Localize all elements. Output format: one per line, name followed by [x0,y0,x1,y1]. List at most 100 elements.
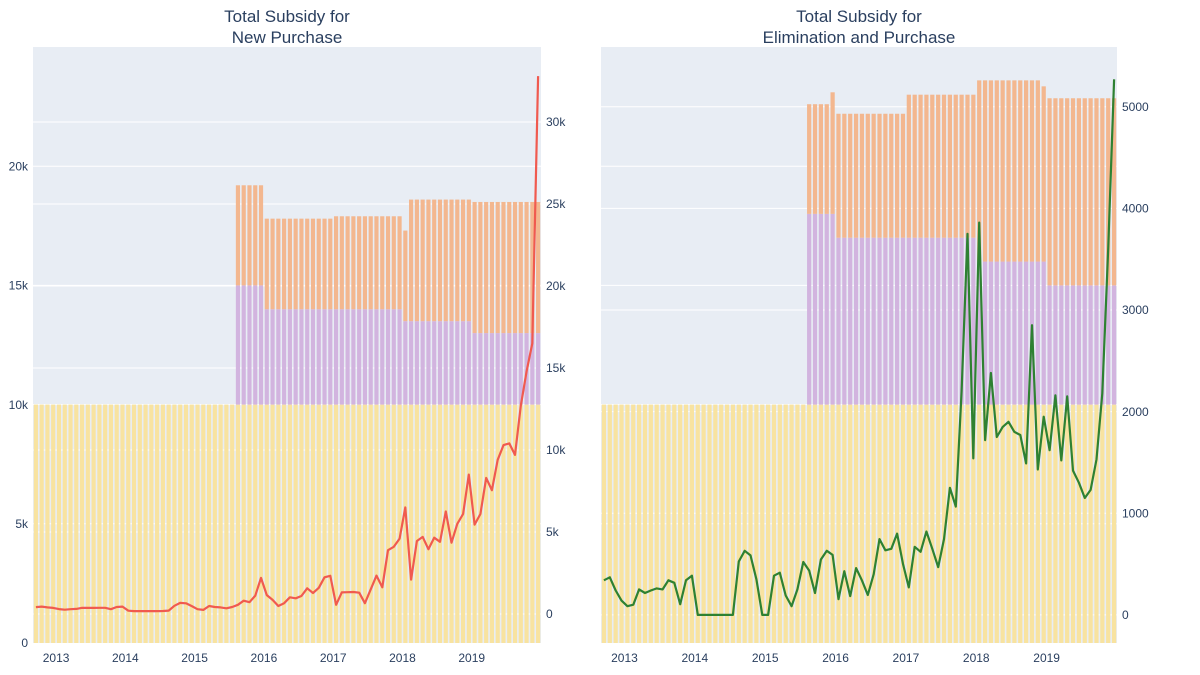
bar-segment-yellow [672,404,677,643]
bar-segment-yellow [253,404,258,643]
bar-segment-yellow [936,404,941,643]
bar-segment-yellow [160,404,165,643]
bar-segment-orange [848,113,853,238]
bar-segment-purple [472,333,477,405]
bar-segment-orange [830,92,835,214]
bar-segment-yellow [941,404,947,643]
bar-segment-yellow [397,404,402,643]
bar-segment-yellow [695,404,700,643]
bar-segment-purple [889,237,894,405]
bar-segment-orange [351,216,356,310]
bar-segment-yellow [771,404,777,643]
bar-segment-yellow [994,404,999,643]
bar-segment-yellow [420,404,425,643]
bar-segment-yellow [637,404,642,643]
bar-segment-orange [1024,80,1029,262]
bar-segment-yellow [777,404,782,643]
bar-segment-purple [409,321,414,405]
bar-segment-purple [443,321,448,405]
bar-segment-purple [1106,285,1111,405]
bar-segment-yellow [654,404,659,643]
y2-axis-tick-label: 1000 [1122,506,1149,520]
bar-segment-purple [1000,261,1005,405]
bar-segment-yellow [666,404,671,643]
title-line-1: Total Subsidy for [224,7,350,26]
bar-segment-yellow [414,404,419,643]
bar-segment-yellow [183,404,189,643]
bar-segment-orange [889,113,894,238]
bar-segment-purple [906,237,911,405]
bar-segment-yellow [270,404,275,643]
bar-segment-orange [524,201,529,334]
bar-segment-orange [536,201,541,334]
bar-segment-orange [409,199,414,322]
bar-segment-yellow [333,404,339,643]
bar-segment-purple [1100,285,1105,405]
bar-segment-yellow [853,404,859,643]
y2-axis-tick-label: 0 [1122,608,1129,622]
bar-segment-yellow [460,404,466,643]
bar-segment-yellow [748,404,753,643]
bar-segment-yellow [56,404,62,643]
bar-segment-yellow [959,404,964,643]
bar-segment-yellow [865,404,870,643]
bar-segment-orange [1000,80,1005,262]
bar-segment-yellow [906,404,911,643]
bar-segment-orange [1018,80,1023,262]
bar-segment-purple [241,285,246,405]
bar-segment-yellow [276,404,281,643]
bar-segment-purple [812,213,818,405]
bar-segment-purple [466,321,471,405]
bar-segment-orange [484,201,489,334]
bar-segment-yellow [108,404,114,643]
bar-segment-orange [391,216,396,310]
x-axis-tick-label: 2013 [43,651,70,665]
x-axis-tick-label: 2016 [251,651,278,665]
bar-segment-purple [276,309,281,405]
bar-segment-orange [918,94,923,238]
title-line-2: Elimination and Purchase [762,28,956,47]
bar-segment-yellow [795,404,800,643]
bar-segment-yellow [97,404,102,643]
bar-segment-purple [895,237,900,405]
y2-axis-tick-label: 2000 [1122,405,1149,419]
bar-segment-orange [1053,98,1058,286]
y-axis-tick-label: 15k [9,279,29,293]
bar-segment-orange [1059,98,1064,286]
x-axis-tick-label: 2019 [458,651,485,665]
y2-axis-tick-label: 10k [546,443,566,457]
bar-segment-yellow [178,404,183,643]
bar-segment-yellow [1024,404,1029,643]
bar-segment-yellow [120,404,125,643]
bar-segment-yellow [1082,404,1087,643]
bar-segment-purple [859,237,865,405]
bar-segment-yellow [701,404,706,643]
bar-segment-yellow [783,404,788,643]
bar-segment-orange [478,201,483,334]
bar-segment-yellow [426,404,431,643]
bar-segment-yellow [495,404,500,643]
y2-axis-tick-label: 4000 [1122,202,1149,216]
bar-segment-yellow [449,404,454,643]
bar-segment-purple [380,309,385,405]
bar-segment-purple [1111,285,1117,405]
bar-segment-orange [247,185,252,286]
bar-segment-orange [965,94,970,238]
bar-segment-orange [264,218,269,310]
bar-segment-yellow [836,404,841,643]
bar-segment-yellow [1076,404,1081,643]
bar-segment-purple [1006,261,1011,405]
bar-segment-yellow [501,404,506,643]
bar-segment-orange [362,216,368,310]
bar-segment-yellow [507,404,512,643]
bar-segment-yellow [859,404,865,643]
bar-segment-orange [895,113,900,238]
bar-segment-orange [495,201,500,334]
bar-segment-yellow [489,404,495,643]
bar-segment-yellow [62,404,67,643]
bar-segment-yellow [212,404,217,643]
bar-segment-orange [414,199,419,322]
bar-segment-yellow [149,404,154,643]
bar-segment-yellow [607,404,612,643]
